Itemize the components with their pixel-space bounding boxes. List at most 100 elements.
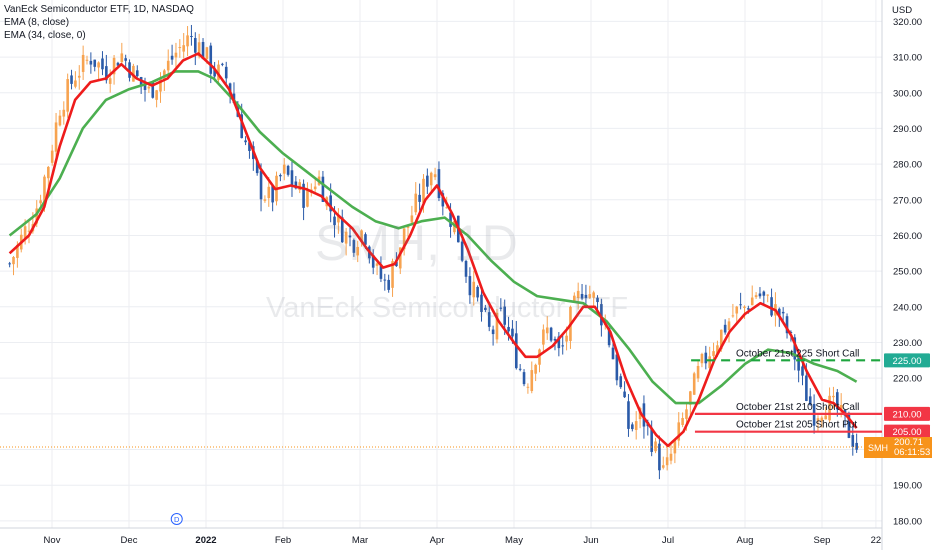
candle-body xyxy=(178,47,182,49)
candle-body xyxy=(77,75,81,78)
candle-body xyxy=(66,79,69,112)
time-tick-label: Nov xyxy=(44,535,61,546)
candle-body xyxy=(770,297,773,316)
strike-level-label: October 21st 210 Short Call xyxy=(736,402,859,413)
watermark-ticker: SMH, 1D xyxy=(315,215,518,271)
candle-body xyxy=(681,417,684,426)
candle-body xyxy=(747,308,750,310)
candle-body xyxy=(596,297,599,303)
candle-body xyxy=(391,261,394,288)
candle-body xyxy=(530,370,534,392)
candle-body xyxy=(805,375,808,401)
candle-body xyxy=(306,189,309,207)
time-tick-label: Feb xyxy=(275,535,291,546)
candle-body xyxy=(808,396,812,405)
candle-body xyxy=(766,294,769,296)
candle-body xyxy=(545,327,549,334)
candle-body xyxy=(704,352,708,364)
candle-body xyxy=(735,306,739,314)
candle-body xyxy=(487,312,491,327)
candle-body xyxy=(81,54,85,72)
candle-body xyxy=(631,424,634,430)
candle-body xyxy=(468,276,472,296)
candle-body xyxy=(371,254,375,268)
last-price-value: 200.71 xyxy=(894,436,924,448)
candle-body xyxy=(511,328,514,337)
dividend-marker-label[interactable]: D xyxy=(174,515,180,524)
candle-body xyxy=(174,52,178,58)
candle-body xyxy=(402,228,406,250)
candle-body xyxy=(851,435,855,447)
price-tick-label: 230.00 xyxy=(893,338,922,349)
price-tick-label: 270.00 xyxy=(893,195,922,206)
candle-body xyxy=(549,327,553,341)
time-tick-label: Apr xyxy=(430,535,445,546)
candle-body xyxy=(201,41,205,60)
candle-body xyxy=(445,207,448,209)
candle-body xyxy=(155,90,158,100)
time-tick-label: Jun xyxy=(583,535,598,546)
candle-body xyxy=(526,386,530,388)
price-tick-label: 250.00 xyxy=(893,267,922,278)
candle-body xyxy=(727,321,731,331)
candle-body xyxy=(634,421,638,430)
candle-body xyxy=(476,286,479,298)
candle-body xyxy=(395,261,398,267)
candle-body xyxy=(565,335,568,342)
candle-body xyxy=(719,329,723,350)
candle-body xyxy=(213,69,216,77)
candle-body xyxy=(101,58,104,70)
price-tick-label: 320.00 xyxy=(893,17,922,28)
candle-body xyxy=(23,226,27,239)
candle-body xyxy=(847,412,851,438)
candle-body xyxy=(534,364,537,374)
dividend-marker[interactable] xyxy=(170,513,183,525)
candle-body xyxy=(460,241,464,261)
ema-8-legend[interactable]: EMA (8, close) xyxy=(4,17,70,28)
candle-body xyxy=(221,63,224,65)
strike-level-label: October 21st 225 Short Call xyxy=(736,348,859,359)
candle-body xyxy=(619,376,623,388)
ema-34-legend[interactable]: EMA (34, close, 0) xyxy=(4,30,86,41)
candle-body xyxy=(642,403,646,427)
candle-body xyxy=(93,59,97,67)
candle-body xyxy=(205,47,209,59)
candle-body xyxy=(43,176,46,203)
candle-body xyxy=(576,290,580,299)
candle-body xyxy=(356,246,360,256)
candle-body xyxy=(105,66,108,81)
candle-body xyxy=(298,182,302,191)
candle-body xyxy=(112,57,116,75)
candle-body xyxy=(259,170,263,200)
candle-body xyxy=(124,58,127,61)
price-tick-label: 240.00 xyxy=(893,302,922,313)
candle-body xyxy=(685,409,688,419)
candle-body xyxy=(128,62,131,78)
candle-body xyxy=(279,175,282,177)
candle-body xyxy=(108,78,112,84)
candle-body xyxy=(832,395,835,398)
candle-body xyxy=(290,170,294,186)
candle-body xyxy=(607,328,611,346)
symbol-title: VanEck Semiconductor ETF, 1D, NASDAQ xyxy=(4,4,194,15)
candle-body xyxy=(12,256,15,265)
candle-body xyxy=(193,38,197,53)
candle-body xyxy=(743,306,746,308)
price-tick-label: 290.00 xyxy=(893,124,922,135)
candle-body xyxy=(712,351,715,356)
candle-body xyxy=(797,356,800,371)
price-tick-label: 300.00 xyxy=(893,88,922,99)
candle-body xyxy=(182,45,185,52)
candle-body xyxy=(723,324,727,333)
candle-body xyxy=(35,208,39,224)
candle-body xyxy=(70,75,73,84)
candle-body xyxy=(197,42,201,57)
candle-body xyxy=(282,164,286,174)
candle-body xyxy=(337,215,340,223)
candle-body xyxy=(190,35,193,37)
candle-body xyxy=(828,395,831,421)
candle-body xyxy=(263,199,267,201)
strike-price-badge xyxy=(884,406,930,421)
candle-body xyxy=(147,86,151,89)
